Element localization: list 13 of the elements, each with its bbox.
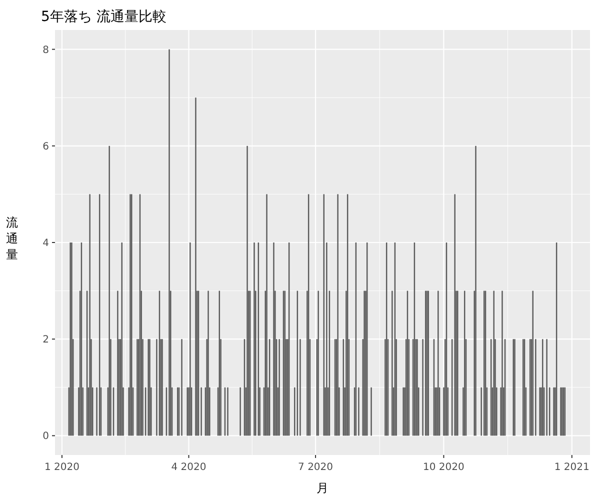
y-tick-label: 2 — [42, 334, 49, 346]
x-axis-title: 月 — [316, 481, 328, 495]
x-tick-label: 7 2020 — [298, 462, 334, 473]
x-tick-label: 1 2021 — [554, 462, 590, 473]
x-tick-label: 4 2020 — [171, 462, 206, 473]
x-tick-label: 1 2020 — [44, 462, 80, 473]
y-tick-label: 0 — [42, 431, 49, 442]
x-tick-label: 10 2020 — [423, 462, 464, 473]
y-tick-label: 4 — [42, 238, 49, 249]
y-tick-label: 8 — [42, 44, 49, 56]
y-tick-label: 6 — [42, 141, 49, 152]
chart-title: 5年落ち 流通量比較 — [41, 9, 166, 25]
y-axis-title: 流通量 — [6, 216, 18, 262]
